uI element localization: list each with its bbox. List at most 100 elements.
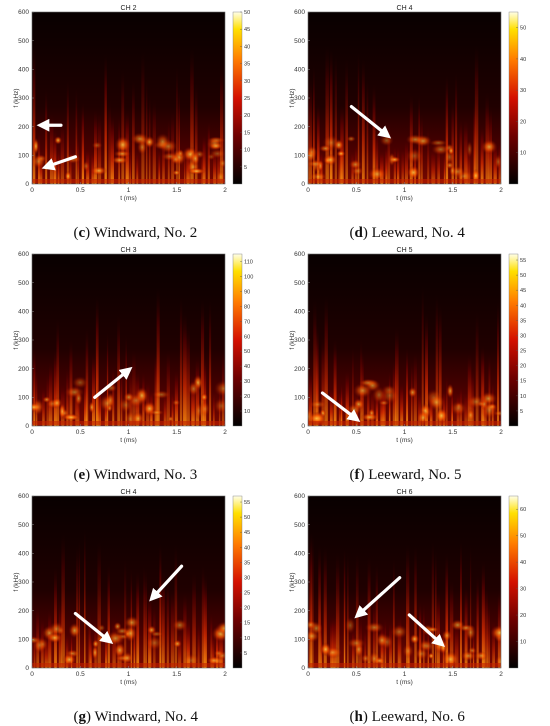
caption-letter: d	[354, 225, 363, 241]
caption-letter: h	[354, 709, 363, 725]
colorbar-tick-label: 45	[244, 530, 250, 536]
y-tick-label: 300	[294, 579, 305, 586]
y-tick-label: 300	[294, 95, 305, 102]
colorbar	[232, 253, 243, 427]
spectrogram-panel-e: CH 3 0 100 200 300 400 500 600 0 0.5 1 1.5 2 t (ms) f …	[13, 247, 253, 444]
colorbar-tick-label: 35	[244, 560, 250, 566]
colorbar-tick-label: 45	[520, 288, 526, 294]
colorbar-tick-label: 5	[244, 651, 247, 657]
x-tick-label: 1	[127, 429, 131, 436]
panel-caption-h: (h) Leeward, No. 6	[349, 709, 465, 725]
annotation-arrow	[320, 391, 361, 422]
spectrogram-texture	[308, 531, 501, 668]
caption-letter: e	[78, 467, 86, 483]
x-axis-label: t (ms)	[120, 195, 137, 202]
y-tick-label: 100	[18, 395, 29, 402]
annotation-arrow	[41, 155, 78, 171]
colorbar-tick-label: 30	[244, 575, 250, 581]
x-tick-label: 2	[499, 671, 503, 678]
y-tick-label: 0	[25, 423, 29, 430]
x-tick-label: 1.5	[172, 187, 181, 194]
panel-caption-d: (d) Leeward, No. 4	[349, 225, 465, 241]
y-tick-label: 500	[294, 38, 305, 45]
y-tick-label: 200	[294, 366, 305, 373]
y-tick-label: 400	[294, 309, 305, 316]
y-tick-label: 600	[294, 9, 305, 16]
colorbar-tick-label: 20	[244, 394, 250, 400]
colorbar-tick-label: 10	[520, 640, 526, 646]
x-tick-label: 0	[30, 429, 34, 436]
colorbar-tick-label: 10	[520, 394, 526, 400]
colorbar-tick-label: 15	[520, 379, 526, 385]
y-tick-label: 0	[301, 181, 305, 188]
chart-title: CH 6	[397, 489, 413, 496]
colorbar-tick-label: 10	[244, 409, 250, 415]
chart-title: CH 4	[397, 5, 413, 12]
chart-title: CH 4	[121, 489, 137, 496]
colorbar	[508, 11, 519, 185]
y-tick-label: 0	[25, 665, 29, 672]
x-tick-label: 1.5	[448, 187, 457, 194]
spectrogram-panel-d: CH 4 0 100 200 300 400 500 600 0 0.5 1 1.5 2 t (ms) f …	[289, 5, 526, 202]
x-tick-label: 2	[499, 429, 503, 436]
colorbar-tick-label: 50	[244, 349, 250, 355]
caption-text: Windward, No. 4	[94, 709, 199, 725]
chart-title: CH 3	[121, 247, 137, 254]
y-tick-label: 400	[18, 309, 29, 316]
y-tick-label: 0	[301, 665, 305, 672]
y-tick-label: 100	[18, 153, 29, 160]
x-tick-label: 0.5	[352, 429, 361, 436]
panel-caption-g: (g) Windward, No. 4	[73, 709, 199, 725]
colorbar-tick-label: 50	[520, 26, 526, 32]
y-tick-label: 600	[18, 251, 29, 258]
colorbar-tick-label: 100	[244, 274, 253, 280]
x-tick-label: 0.5	[76, 671, 85, 678]
y-tick-label: 300	[18, 337, 29, 344]
colorbar-tick-label: 50	[244, 515, 250, 521]
colorbar-tick-label: 20	[520, 613, 526, 619]
colorbar-tick-label: 60	[520, 507, 526, 513]
colorbar-tick-label: 55	[244, 500, 250, 506]
x-tick-label: 1.5	[172, 429, 181, 436]
x-axis-label: t (ms)	[396, 679, 413, 686]
spectrogram-panel-c: CH 2 0 100 200 300 400 500 600 0 0.5 1 1.5 2 t (ms) f …	[13, 5, 250, 202]
y-tick-label: 200	[18, 608, 29, 615]
spectrogram-texture	[308, 285, 501, 426]
x-tick-label: 1.5	[448, 671, 457, 678]
y-axis-label: f (kHz)	[13, 330, 20, 349]
y-tick-label: 600	[18, 9, 29, 16]
spectrogram-panel-g: CH 4 0 100 200 300 400 500 600 0 0.5 1 1.5 2 t (ms) f …	[13, 489, 250, 686]
x-tick-label: 0	[30, 187, 34, 194]
annotation-arrow	[349, 104, 392, 139]
y-tick-label: 400	[18, 67, 29, 74]
colorbar-tick-label: 5	[244, 165, 247, 171]
y-tick-label: 200	[294, 608, 305, 615]
annotation-arrow	[93, 366, 133, 399]
colorbar-tick-label: 25	[520, 349, 526, 355]
y-tick-label: 100	[294, 395, 305, 402]
x-axis-label: t (ms)	[120, 679, 137, 686]
colorbar-tick-label: 30	[520, 587, 526, 593]
colorbar	[508, 495, 519, 669]
colorbar-tick-label: 30	[244, 79, 250, 85]
colorbar-tick-label: 10	[520, 151, 526, 157]
y-tick-label: 200	[18, 124, 29, 131]
y-tick-label: 600	[18, 493, 29, 500]
chart-title: CH 2	[121, 5, 137, 12]
x-axis-label: t (ms)	[396, 195, 413, 202]
y-axis-label: f (kHz)	[13, 572, 20, 591]
spectrogram-texture	[308, 44, 501, 184]
colorbar-tick-label: 70	[244, 319, 250, 325]
colorbar-tick-label: 40	[520, 303, 526, 309]
y-tick-label: 500	[18, 280, 29, 287]
spectrogram-panel-f: CH 5 0 100 200 300 400 500 600 0 0.5 1 1.5 2 t (ms) f …	[289, 247, 526, 444]
x-tick-label: 0	[306, 671, 310, 678]
colorbar-tick-label: 50	[520, 534, 526, 540]
annotation-arrow	[149, 564, 184, 602]
colorbar-tick-label: 40	[244, 44, 250, 50]
colorbar-tick-label: 40	[244, 364, 250, 370]
caption-letter: c	[78, 225, 86, 241]
colorbar-tick-label: 40	[520, 57, 526, 63]
y-tick-label: 0	[25, 181, 29, 188]
